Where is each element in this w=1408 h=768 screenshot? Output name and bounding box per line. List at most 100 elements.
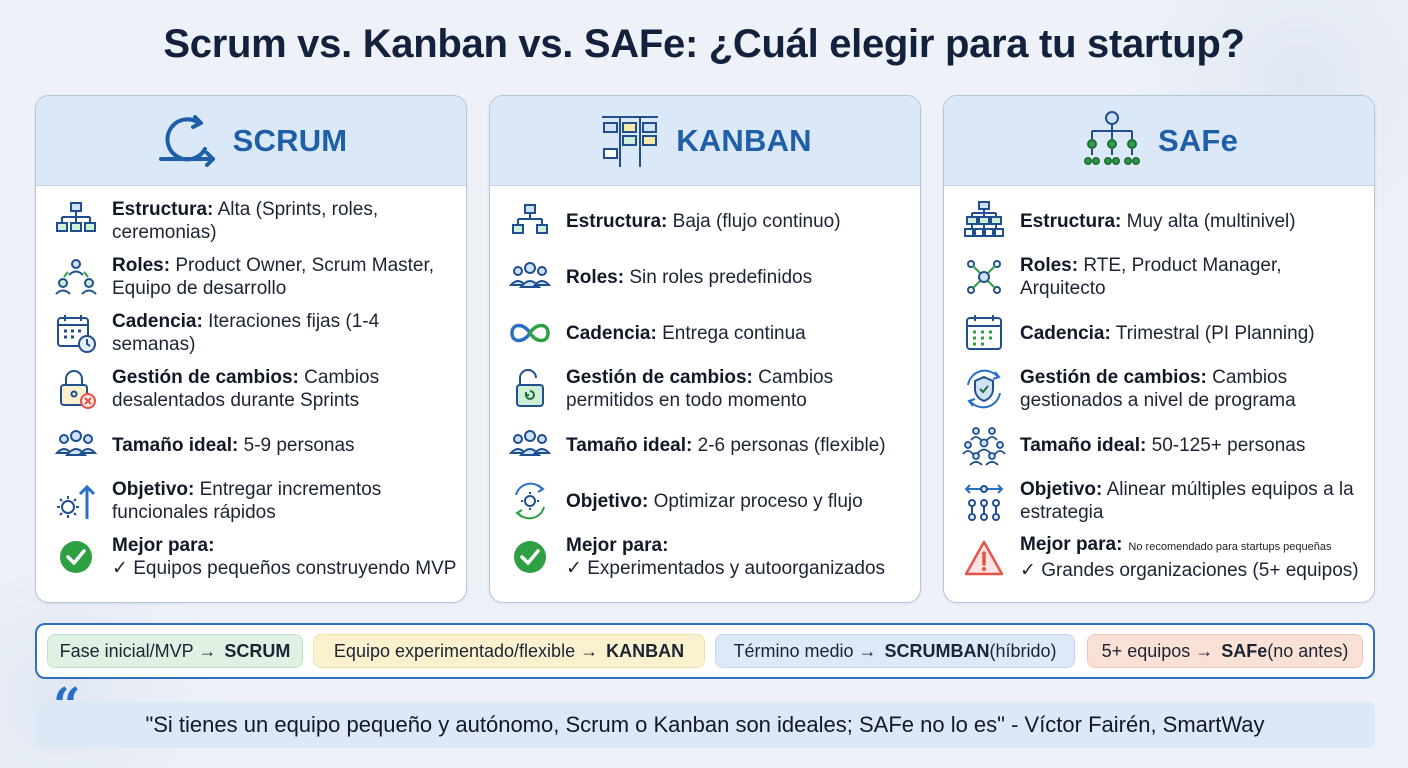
page-title: Scrum vs. Kanban vs. SAFe: ¿Cuál elegir … — [163, 22, 1245, 66]
tip-chip-scrum: Fase inicial/MVP → SCRUM — [47, 634, 303, 668]
gear-cycle-icon — [506, 477, 554, 525]
row-ideal-size: Tamaño ideal: 50-125+ personas — [960, 421, 1370, 469]
row-change-management: Gestión de cambios: Cambios permitidos e… — [506, 365, 916, 413]
row-label: Cadencia: — [112, 311, 203, 332]
row-objective: Objetivo: Entregar incrementos funcional… — [52, 477, 462, 525]
tip-strong: SAFe — [1221, 640, 1268, 661]
tip-text: Equipo experimentado/flexible → — [333, 640, 599, 661]
hierarchy-icon — [52, 197, 100, 245]
row-value: Cambios desalentados durante Sprints — [112, 367, 380, 411]
tip-text: 5+ equipos → — [1101, 640, 1214, 661]
row-value: Entregar incrementos funcionales rápidos — [112, 479, 382, 523]
row-best-for: Mejor para: No recomendado para startups … — [960, 533, 1370, 582]
row-change-management: Gestión de cambios: Cambios desalentados… — [52, 365, 462, 413]
tip-strong: SCRUM — [224, 640, 291, 661]
row-label: Roles: — [1020, 255, 1079, 276]
row-label: Cadencia: — [1020, 322, 1111, 344]
row-value: Optimizar proceso y flujo — [653, 490, 863, 512]
row-objective: Objetivo: Optimizar proceso y flujo — [506, 477, 916, 525]
row-label: Estructura: — [566, 210, 668, 232]
people-group-icon — [506, 421, 554, 469]
row-value: ✓ Experimentados y autoorganizados — [566, 558, 886, 579]
quote-text: "Si tienes un equipo pequeño y autónomo,… — [145, 712, 1265, 737]
row-roles: Roles: Sin roles predefinidos — [506, 253, 916, 301]
row-label: Objetivo: — [566, 490, 649, 512]
check-circle-icon — [52, 533, 100, 581]
tip-post: (no antes) — [1267, 640, 1349, 661]
row-value: 50-125+ personas — [1151, 434, 1306, 456]
row-label: Estructura: — [1020, 210, 1122, 232]
align-teams-icon — [960, 477, 1008, 525]
card-kanban: KANBAN Estructura: Baja (flujo continuo) — [489, 95, 921, 603]
row-label: Estructura: — [112, 199, 214, 220]
row-structure: Estructura: Baja (flujo continuo) — [506, 197, 916, 245]
card-header: SCRUM — [36, 96, 466, 186]
shield-cycle-icon — [960, 365, 1008, 413]
row-best-for: Mejor para: ✓ Experimentados y autoorgani… — [506, 533, 916, 581]
people-group-icon — [52, 421, 100, 469]
row-label: Tamaño ideal: — [566, 434, 693, 456]
network-roles-icon — [960, 253, 1008, 301]
row-label: Gestión de cambios: — [1020, 367, 1207, 388]
row-note: No recomendado para startups pequeñas — [1128, 541, 1332, 553]
card-scrum: SCRUM Estructura: Alta (Sprints, roles, … — [35, 95, 467, 603]
row-label: Mejor para: — [566, 535, 669, 556]
tip-chip-safe: 5+ equipos → SAFe (no antes) — [1087, 634, 1363, 668]
row-label: Mejor para: — [112, 535, 215, 556]
locked-padlock-icon — [52, 365, 100, 413]
hierarchy-icon — [506, 197, 554, 245]
people-group-icon — [506, 253, 554, 301]
row-value: Entrega continua — [662, 322, 806, 344]
tip-post: (híbrido) — [989, 640, 1057, 661]
recommendation-bar: Fase inicial/MVP → SCRUM Equipo experimen… — [35, 623, 1375, 679]
tip-strong: KANBAN — [606, 640, 685, 661]
warning-triangle-icon — [960, 534, 1008, 582]
row-ideal-size: Tamaño ideal: 5-9 personas — [52, 421, 462, 469]
tip-strong: SCRUMBAN — [884, 640, 990, 661]
row-label: Roles: — [566, 266, 625, 288]
calendar-icon — [960, 309, 1008, 357]
open-padlock-icon — [506, 365, 554, 413]
row-value: 5-9 personas — [243, 434, 355, 456]
card-header: KANBAN — [490, 96, 920, 186]
card-title: SAFe — [1157, 122, 1239, 158]
row-label: Mejor para: — [1020, 534, 1123, 555]
row-structure: Estructura: Muy alta (multinivel) — [960, 197, 1370, 245]
row-value: Cambios gestionados a nivel de programa — [1020, 367, 1296, 411]
row-label: Objetivo: — [112, 479, 195, 500]
infinity-icon — [506, 309, 554, 357]
row-ideal-size: Tamaño ideal: 2-6 personas (flexible) — [506, 421, 916, 469]
row-label: Objetivo: — [1020, 479, 1103, 500]
row-structure: Estructura: Alta (Sprints, roles, ceremo… — [52, 197, 462, 245]
row-value: Alta (Sprints, roles, ceremonias) — [112, 199, 379, 243]
card-title: KANBAN — [676, 122, 812, 158]
large-crowd-icon — [960, 421, 1008, 469]
row-cadence: Cadencia: Iteraciones fijas (1-4 semanas… — [52, 309, 462, 357]
check-circle-icon — [506, 533, 554, 581]
tip-chip-scrumban: Término medio → SCRUMBAN (híbrido) — [715, 634, 1075, 668]
row-value: Sin roles predefinidos — [629, 266, 813, 288]
calendar-clock-icon — [52, 309, 100, 357]
tip-chip-kanban: Equipo experimentado/flexible → KANBAN — [313, 634, 705, 668]
row-objective: Objetivo: Alinear múltiples equipos a la… — [960, 477, 1370, 525]
comparison-cards: SCRUM Estructura: Alta (Sprints, roles, … — [35, 95, 1375, 603]
tip-text: Fase inicial/MVP → — [59, 640, 217, 661]
row-label: Cadencia: — [566, 322, 657, 344]
row-cadence: Cadencia: Entrega continua — [506, 309, 916, 357]
row-roles: Roles: RTE, Product Manager, Arquitecto — [960, 253, 1370, 301]
row-value: Iteraciones fijas (1-4 semanas) — [112, 311, 380, 355]
multilevel-hierarchy-icon — [960, 197, 1008, 245]
gear-arrow-up-icon — [52, 477, 100, 525]
quote-mark-icon: “ — [53, 678, 81, 734]
row-cadence: Cadencia: Trimestral (PI Planning) — [960, 309, 1370, 357]
row-value: ✓ Equipos pequeños construyendo MVP — [112, 558, 457, 579]
card-safe: SAFe Estructura: Muy alta (multinivel) — [943, 95, 1375, 603]
row-label: Gestión de cambios: — [112, 367, 299, 388]
row-roles: Roles: Product Owner, Scrum Master, Equi… — [52, 253, 462, 301]
row-value: Alinear múltiples equipos a la estrategi… — [1020, 479, 1354, 523]
card-header: SAFe — [944, 96, 1374, 186]
row-label: Gestión de cambios: — [566, 367, 753, 388]
row-label: Roles: — [112, 255, 171, 276]
row-change-management: Gestión de cambios: Cambios gestionados … — [960, 365, 1370, 413]
row-label: Tamaño ideal: — [1020, 434, 1147, 456]
